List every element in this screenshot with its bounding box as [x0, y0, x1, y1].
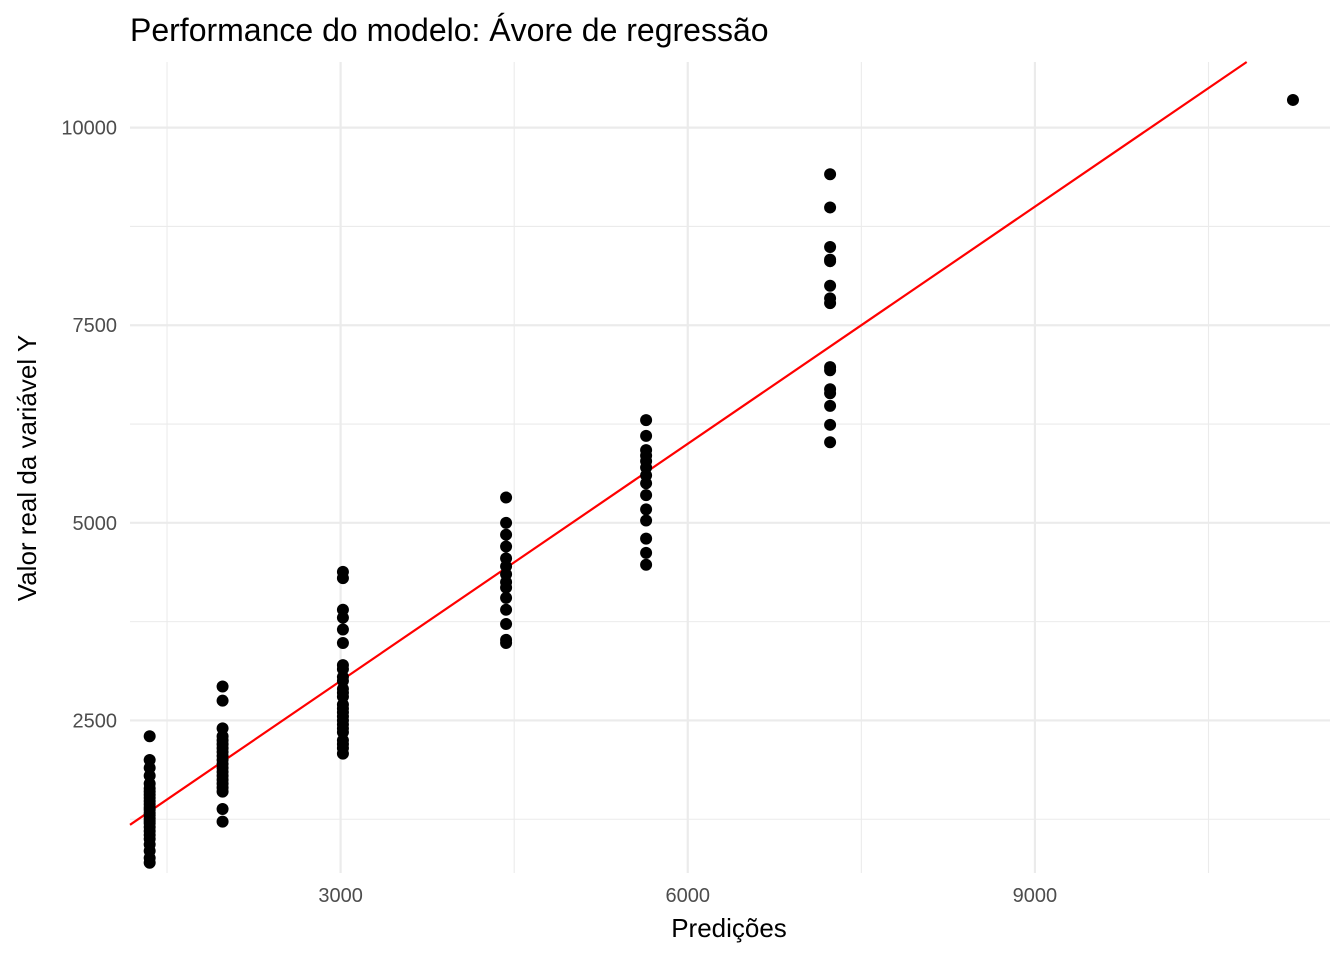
data-point [500, 540, 513, 553]
data-point [640, 429, 653, 442]
data-points [143, 93, 1299, 869]
data-point [500, 552, 513, 565]
x-tick-label: 3000 [318, 885, 363, 907]
x-axis-ticks: 3000 6000 9000 [318, 885, 1057, 907]
data-point [336, 565, 349, 578]
data-point [640, 546, 653, 559]
data-point [1286, 93, 1299, 106]
data-point [824, 292, 837, 305]
data-point [824, 253, 837, 266]
data-point [824, 168, 837, 181]
data-point [500, 591, 513, 604]
data-point [824, 383, 837, 396]
data-point [640, 503, 653, 516]
data-point [500, 516, 513, 529]
data-point [824, 240, 837, 253]
data-point [216, 815, 229, 828]
data-point [500, 528, 513, 541]
reference-line [129, 61, 1248, 826]
data-point [216, 680, 229, 693]
data-point [640, 414, 653, 427]
data-point [500, 603, 513, 616]
identity-line [129, 61, 1248, 826]
data-point [640, 444, 653, 457]
data-point [824, 436, 837, 449]
data-point [640, 514, 653, 527]
data-point [640, 489, 653, 502]
data-point [640, 558, 653, 571]
data-point [143, 753, 156, 766]
y-tick-label: 2500 [73, 710, 118, 732]
data-point [336, 659, 349, 672]
data-point [824, 418, 837, 431]
x-tick-label: 6000 [666, 885, 711, 907]
data-point [336, 636, 349, 649]
data-point [216, 694, 229, 707]
data-point [336, 603, 349, 616]
data-point [500, 633, 513, 646]
data-point [336, 623, 349, 636]
y-tick-label: 7500 [73, 315, 118, 337]
x-axis-title: Predições [671, 913, 787, 943]
y-tick-label: 10000 [61, 118, 117, 140]
chart-title: Performance do modelo: Ávore de regressã… [130, 12, 769, 48]
data-point [824, 361, 837, 374]
data-point [216, 722, 229, 735]
data-point [500, 491, 513, 504]
data-point [824, 399, 837, 412]
data-point [216, 802, 229, 815]
data-point [824, 279, 837, 292]
y-axis-title: Valor real da variável Y [12, 335, 42, 601]
grid-lines [130, 62, 1330, 873]
data-point [640, 532, 653, 545]
data-point [824, 201, 837, 214]
y-tick-label: 5000 [73, 513, 118, 535]
x-tick-label: 9000 [1013, 885, 1058, 907]
data-point [500, 618, 513, 631]
data-point [143, 730, 156, 743]
y-axis-ticks: 2500 5000 7500 10000 [61, 118, 117, 733]
